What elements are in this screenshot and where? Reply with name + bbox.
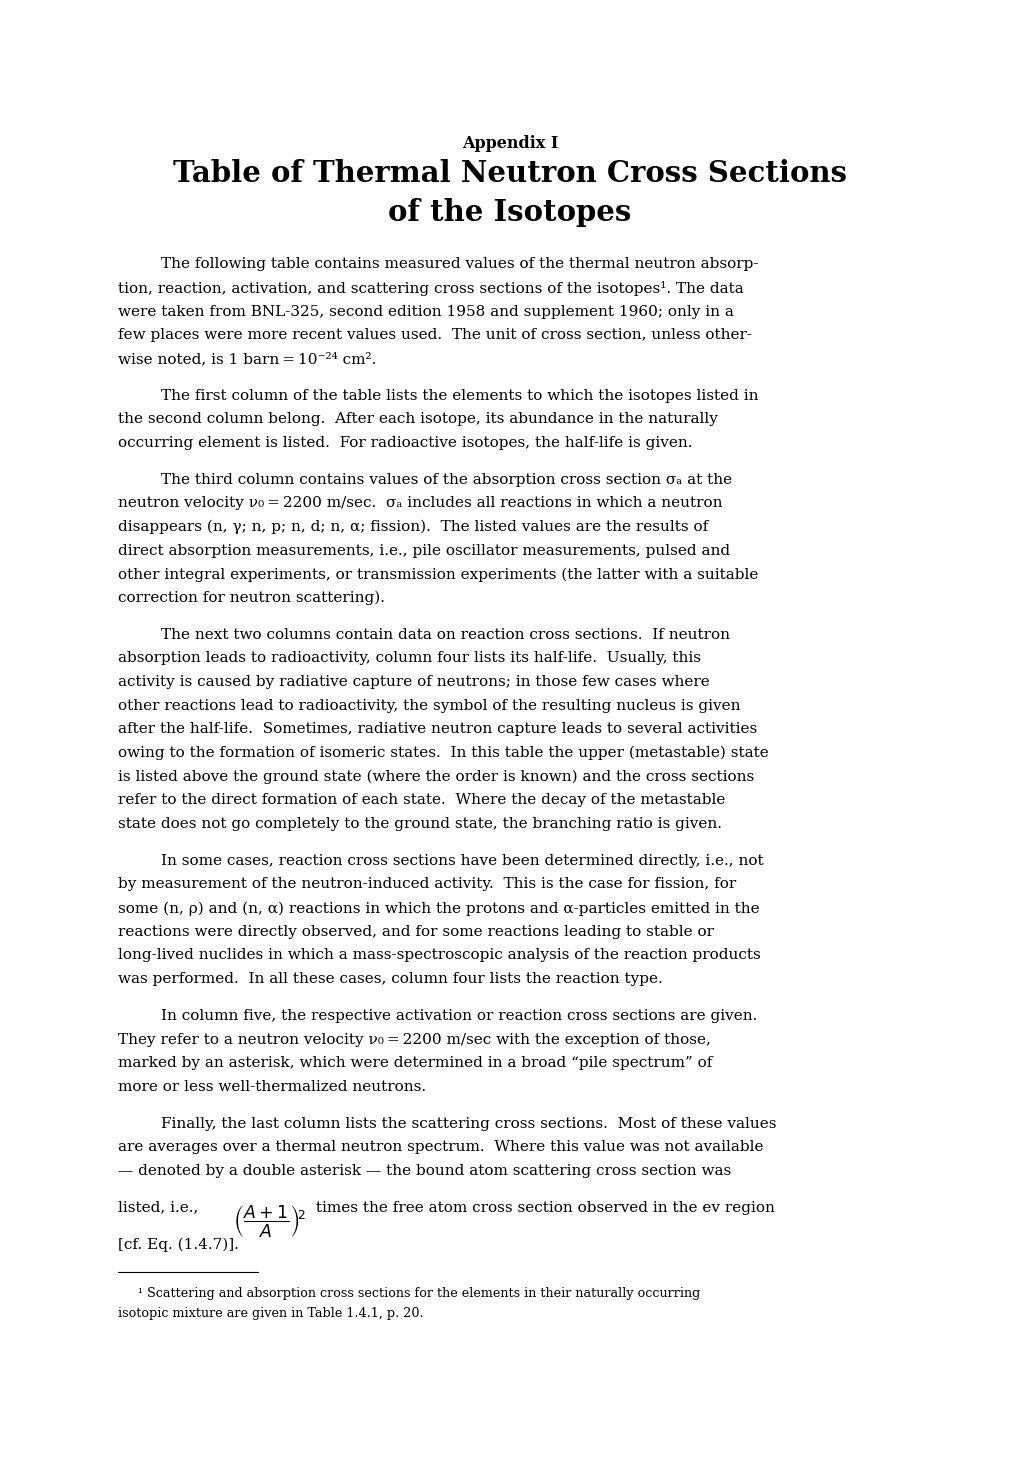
Text: In some cases, reaction cross sections have been determined directly, i.e., not: In some cases, reaction cross sections h… <box>161 854 762 868</box>
Text: [cf. Eq. (1.4.7)].: [cf. Eq. (1.4.7)]. <box>118 1237 238 1252</box>
Text: correction for neutron scattering).: correction for neutron scattering). <box>118 591 384 606</box>
Text: times the free atom cross section observed in the ev region: times the free atom cross section observ… <box>310 1200 773 1215</box>
Text: more or less well-thermalized neutrons.: more or less well-thermalized neutrons. <box>118 1080 426 1094</box>
Text: isotopic mixture are given in Table 1.4.1, p. 20.: isotopic mixture are given in Table 1.4.… <box>118 1307 423 1321</box>
Text: activity is caused by radiative capture of neutrons; in those few cases where: activity is caused by radiative capture … <box>118 675 709 690</box>
Text: by measurement of the neutron-induced activity.  This is the case for fission, f: by measurement of the neutron-induced ac… <box>118 877 736 892</box>
Text: neutron velocity ν₀ = 2200 m/sec.  σₐ includes all reactions in which a neutron: neutron velocity ν₀ = 2200 m/sec. σₐ inc… <box>118 496 721 511</box>
Text: other integral experiments, or transmission experiments (the latter with a suita: other integral experiments, or transmiss… <box>118 567 758 581</box>
Text: Table of Thermal Neutron Cross Sections: Table of Thermal Neutron Cross Sections <box>173 158 846 187</box>
Text: In column five, the respective activation or reaction cross sections are given.: In column five, the respective activatio… <box>161 1009 756 1023</box>
Text: is listed above the ground state (where the order is known) and the cross sectio: is listed above the ground state (where … <box>118 770 753 785</box>
Text: long-lived nuclides in which a mass-spectroscopic analysis of the reaction produ: long-lived nuclides in which a mass-spec… <box>118 949 760 962</box>
Text: Finally, the last column lists the scattering cross sections.  Most of these val: Finally, the last column lists the scatt… <box>161 1117 775 1130</box>
Text: state does not go completely to the ground state, the branching ratio is given.: state does not go completely to the grou… <box>118 817 721 832</box>
Text: They refer to a neutron velocity ν₀ = 2200 m/sec with the exception of those,: They refer to a neutron velocity ν₀ = 22… <box>118 1032 710 1047</box>
Text: after the half-life.  Sometimes, radiative neutron capture leads to several acti: after the half-life. Sometimes, radiativ… <box>118 722 756 736</box>
Text: reactions were directly observed, and for some reactions leading to stable or: reactions were directly observed, and fo… <box>118 925 713 938</box>
Text: other reactions lead to radioactivity, the symbol of the resulting nucleus is gi: other reactions lead to radioactivity, t… <box>118 698 740 713</box>
Text: are averages over a thermal neutron spectrum.  Where this value was not availabl: are averages over a thermal neutron spec… <box>118 1140 763 1154</box>
Text: ¹ Scattering and absorption cross sections for the elements in their naturally o: ¹ Scattering and absorption cross sectio… <box>138 1287 700 1300</box>
Text: refer to the direct formation of each state.  Where the decay of the metastable: refer to the direct formation of each st… <box>118 793 725 808</box>
Text: The next two columns contain data on reaction cross sections.  If neutron: The next two columns contain data on rea… <box>161 628 729 641</box>
Text: the second column belong.  After each isotope, its abundance in the naturally: the second column belong. After each iso… <box>118 413 717 426</box>
Text: The following table contains measured values of the thermal neutron absorp-: The following table contains measured va… <box>161 258 757 271</box>
Text: $\left(\dfrac{A+1}{A}\right)^{\!2}$: $\left(\dfrac{A+1}{A}\right)^{\!2}$ <box>232 1203 306 1240</box>
Text: of the Isotopes: of the Isotopes <box>388 198 631 227</box>
Text: few places were more recent values used.  The unit of cross section, unless othe: few places were more recent values used.… <box>118 328 751 343</box>
Text: marked by an asterisk, which were determined in a broad “pile spectrum” of: marked by an asterisk, which were determ… <box>118 1056 711 1070</box>
Text: Appendix I: Appendix I <box>462 135 557 152</box>
Text: The third column contains values of the absorption cross section σₐ at the: The third column contains values of the … <box>161 473 732 486</box>
Text: owing to the formation of isomeric states.  In this table the upper (metastable): owing to the formation of isomeric state… <box>118 747 768 760</box>
Text: was performed.  In all these cases, column four lists the reaction type.: was performed. In all these cases, colum… <box>118 972 662 987</box>
Text: some (n, ρ) and (n, α) reactions in which the protons and α-particles emitted in: some (n, ρ) and (n, α) reactions in whic… <box>118 902 759 915</box>
Text: — denoted by a double asterisk — the bound atom scattering cross section was: — denoted by a double asterisk — the bou… <box>118 1164 731 1179</box>
Text: listed, i.e.,: listed, i.e., <box>118 1200 208 1215</box>
Text: tion, reaction, activation, and scattering cross sections of the isotopes¹. The : tion, reaction, activation, and scatteri… <box>118 281 743 296</box>
Text: disappears (n, γ; n, p; n, d; n, α; fission).  The listed values are the results: disappears (n, γ; n, p; n, d; n, α; fiss… <box>118 520 707 534</box>
Text: absorption leads to radioactivity, column four lists its half-life.  Usually, th: absorption leads to radioactivity, colum… <box>118 651 700 665</box>
Text: direct absorption measurements, i.e., pile oscillator measurements, pulsed and: direct absorption measurements, i.e., pi… <box>118 543 730 558</box>
Text: were taken from BNL-325, second edition 1958 and supplement 1960; only in a: were taken from BNL-325, second edition … <box>118 305 733 319</box>
Text: wise noted, is 1 barn = 10⁻²⁴ cm².: wise noted, is 1 barn = 10⁻²⁴ cm². <box>118 351 376 366</box>
Text: The first column of the table lists the elements to which the isotopes listed in: The first column of the table lists the … <box>161 388 757 403</box>
Text: occurring element is listed.  For radioactive isotopes, the half-life is given.: occurring element is listed. For radioac… <box>118 436 692 449</box>
